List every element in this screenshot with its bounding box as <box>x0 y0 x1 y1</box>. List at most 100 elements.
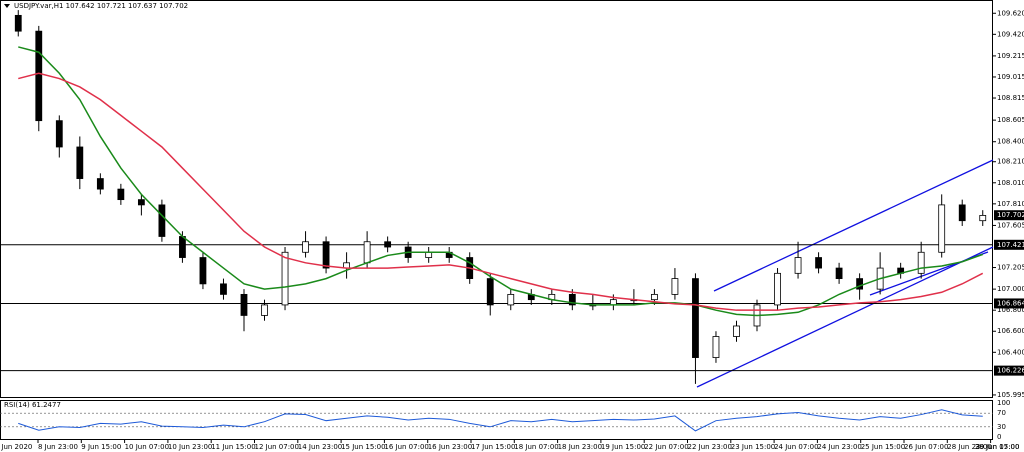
x-tick-label: 5 Jun 2020 <box>0 443 32 451</box>
rsi-line <box>18 409 983 432</box>
channel-upper <box>713 159 994 292</box>
x-tick-label: 16 Jun 23:00 <box>428 443 472 451</box>
candle-body <box>835 267 843 279</box>
main-panel <box>0 0 993 398</box>
candle-body <box>692 278 699 358</box>
candle-body <box>322 241 330 269</box>
candle-body <box>938 204 946 253</box>
level-label: 106.864 <box>997 299 1024 307</box>
candle-body <box>302 241 309 253</box>
price-label-box <box>994 210 1024 221</box>
y-tick-label: 109.215 <box>997 52 1024 60</box>
x-tick-label: 9 Jun 15:00 <box>81 443 121 451</box>
level-label-box <box>994 239 1024 250</box>
candle-body <box>76 146 84 179</box>
candle-body <box>14 14 22 32</box>
y-tick-label: 107.810 <box>997 200 1024 208</box>
x-tick-label: 8 Jun 23:00 <box>38 443 78 451</box>
x-tick-label: 24 Jun 07:00 <box>774 443 818 451</box>
candle-body <box>917 251 925 274</box>
y-tick-label: 106.800 <box>997 306 1024 314</box>
chart-title: USDJPY.var,H1 107.642 107.721 107.637 10… <box>14 2 188 10</box>
candle-body <box>794 257 802 274</box>
x-tick-label: 28 Jun 23:00 <box>947 443 991 451</box>
x-tick-label: 17 Jun 15:00 <box>471 443 515 451</box>
candle-body <box>158 204 166 237</box>
level-label-box <box>994 365 1024 376</box>
y-tick-label: 109.420 <box>997 30 1024 38</box>
candle-body <box>117 188 125 201</box>
candle-body <box>651 293 658 301</box>
candle-body <box>55 120 63 148</box>
x-tick-label: 26 Jun 07:00 <box>904 443 948 451</box>
candle-body <box>815 257 822 269</box>
x-tick-label: 18 Jun 07:00 <box>514 443 558 451</box>
y-tick-label: 109.015 <box>997 73 1024 81</box>
candle-body <box>712 336 720 358</box>
candle-body <box>774 272 781 306</box>
candle-body <box>507 293 515 306</box>
x-tick-label: 11 Jun 15:00 <box>211 443 255 451</box>
candle-body <box>240 293 248 316</box>
candle-body <box>733 325 740 337</box>
candle-body <box>363 241 371 264</box>
candle-body <box>425 251 433 258</box>
y-tick-label: 108.815 <box>997 94 1024 102</box>
candle-body <box>137 199 145 206</box>
candle-body <box>261 304 268 316</box>
y-tick-label: 108.010 <box>997 179 1024 187</box>
x-tick-label: 10 Jun 23:00 <box>168 443 212 451</box>
y-tick-label: 105.995 <box>997 391 1024 399</box>
x-tick-label: 24 Jun 23:00 <box>817 443 861 451</box>
candle-body <box>486 278 494 306</box>
candle-body <box>958 204 966 222</box>
rsi-tick-label: 70 <box>997 409 1006 417</box>
candle-body <box>609 299 617 306</box>
y-tick-label: 107.605 <box>997 221 1024 229</box>
candle-body <box>35 30 43 122</box>
level-label: 107.421 <box>997 241 1024 249</box>
candle-body <box>281 251 289 306</box>
rsi-panel <box>0 400 993 440</box>
y-tick-label: 106.400 <box>997 348 1024 356</box>
candle-body <box>179 236 186 258</box>
x-tick-label: 19 Jun 15:00 <box>601 443 645 451</box>
moving-average <box>18 72 984 311</box>
rsi-tick-label: 0 <box>997 433 1001 441</box>
menu-arrow[interactable] <box>4 4 10 8</box>
rsi-tick-label: 100 <box>997 399 1010 407</box>
y-tick-label: 109.620 <box>997 9 1024 17</box>
y-tick-label: 106.600 <box>997 327 1024 335</box>
y-tick-label: 108.210 <box>997 158 1024 166</box>
candle-body <box>979 215 987 222</box>
x-tick-label: 12 Jun 07:00 <box>255 443 299 451</box>
x-tick-label: 14 Jun 23:00 <box>298 443 342 451</box>
current-price: 107.702 <box>997 211 1024 219</box>
rsi-tick-label: 30 <box>997 423 1006 431</box>
candle-body <box>568 293 576 306</box>
x-tick-label: 23 Jun 15:00 <box>731 443 775 451</box>
rsi-title: RSI(14) 61.2477 <box>4 401 61 409</box>
x-tick-label: 22 Jun 23:00 <box>688 443 732 451</box>
level-label: 106.226 <box>997 367 1024 375</box>
candle-body <box>199 257 207 285</box>
y-tick-label: 107.205 <box>997 264 1024 272</box>
y-tick-label: 108.605 <box>997 116 1024 124</box>
y-tick-label: 108.400 <box>997 138 1024 146</box>
candle-body <box>96 178 104 190</box>
x-tick-label: 15 Jun 15:00 <box>341 443 385 451</box>
candle-body <box>671 278 679 295</box>
level-label-box <box>994 298 1024 309</box>
candle-body <box>220 283 227 295</box>
x-tick-label: 22 Jun 07:00 <box>644 443 688 451</box>
x-tick-label: 25 Jun 15:00 <box>861 443 905 451</box>
moving-average <box>18 46 983 317</box>
y-tick-label: 107.000 <box>997 285 1024 293</box>
x-tick-label: 16 Jun 07:00 <box>384 443 428 451</box>
candle-body <box>384 241 392 248</box>
channel-lower <box>696 246 994 388</box>
candle-body <box>856 278 864 290</box>
x-tick-label: 30 Jun 07:00 <box>975 443 1019 451</box>
x-tick-label: 18 Jun 23:00 <box>558 443 602 451</box>
